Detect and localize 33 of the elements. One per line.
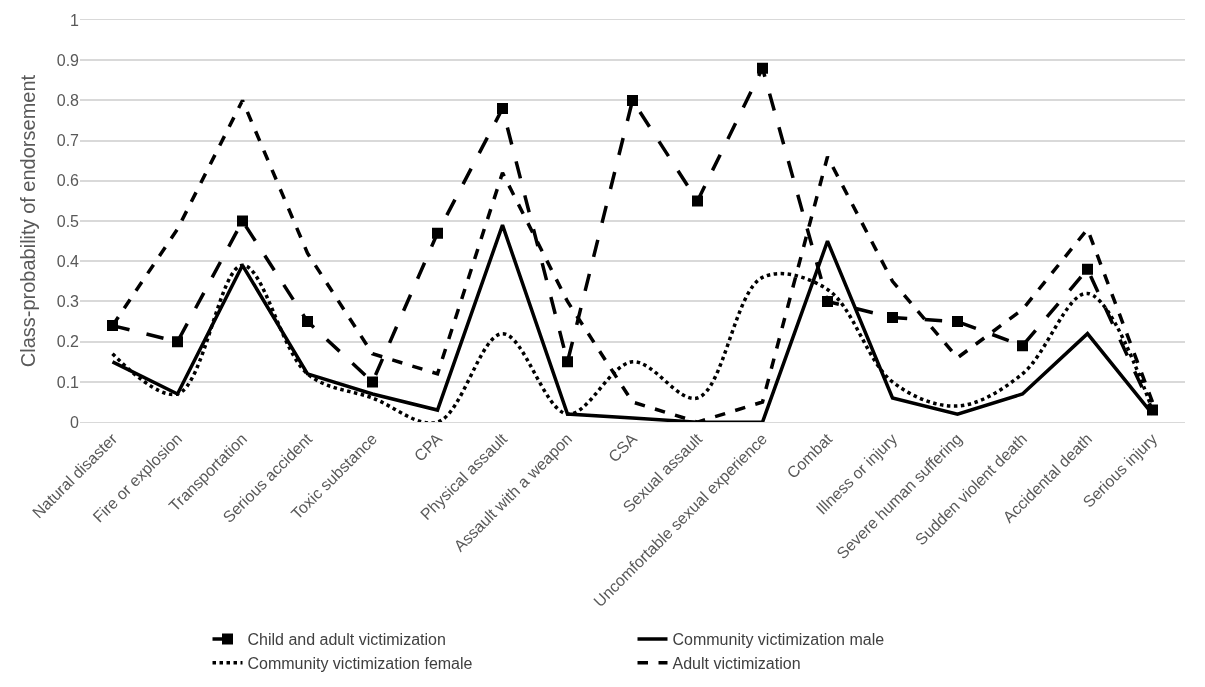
point — [237, 215, 248, 227]
point — [432, 227, 443, 239]
y-tick-label: 0.5 — [56, 212, 80, 230]
x-tick-label: CSA — [604, 429, 641, 466]
y-tick-label: 0.1 — [56, 373, 80, 391]
legend-label: Adult victimization — [672, 655, 801, 673]
point — [952, 316, 963, 328]
y-tick-label: 0.2 — [56, 333, 80, 351]
point — [367, 376, 378, 388]
y-tick-label: 0 — [70, 413, 80, 431]
point — [302, 316, 313, 328]
y-tick-label: 0.9 — [56, 51, 80, 69]
legend-label: Child and adult victimization — [247, 631, 446, 649]
y-tick-label: 0.4 — [56, 252, 80, 270]
y-tick-label: 0.3 — [56, 293, 80, 311]
y-tick-label: 0.6 — [56, 172, 80, 190]
point — [887, 312, 898, 324]
y-tick-label: 1 — [70, 11, 80, 29]
point — [497, 102, 508, 114]
point — [822, 295, 833, 307]
point — [1082, 263, 1093, 275]
point — [627, 94, 638, 106]
legend-label: Community victimization female — [247, 655, 473, 673]
legend-label: Community victimization male — [672, 631, 885, 649]
y-tick-label: 0.8 — [56, 92, 80, 110]
x-tick-label: CPA — [410, 429, 446, 465]
y-axis-title: Class-probability of endorsement — [17, 74, 40, 368]
point — [757, 62, 768, 74]
point — [172, 336, 183, 348]
point — [692, 195, 703, 207]
y-tick-label: 0.7 — [56, 132, 80, 150]
point — [1017, 340, 1028, 352]
point — [562, 356, 573, 368]
